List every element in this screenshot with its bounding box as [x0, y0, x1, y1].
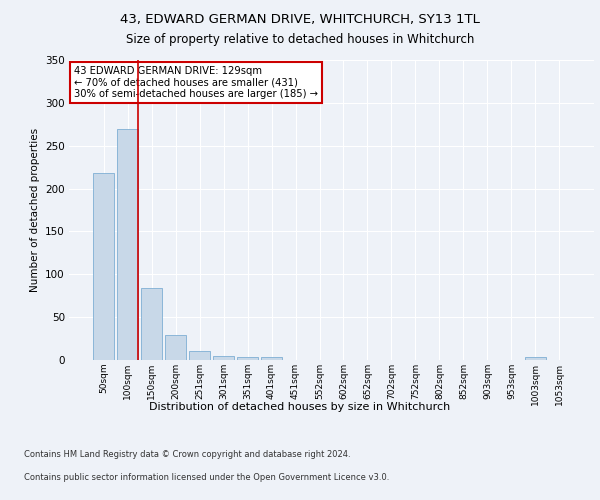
Bar: [237, 356, 259, 360]
Text: 43, EDWARD GERMAN DRIVE, WHITCHURCH, SY13 1TL: 43, EDWARD GERMAN DRIVE, WHITCHURCH, SY1…: [120, 12, 480, 26]
Bar: [165, 335, 187, 360]
Text: Contains HM Land Registry data © Crown copyright and database right 2024.: Contains HM Land Registry data © Crown c…: [24, 450, 350, 459]
Bar: [141, 288, 163, 360]
Text: 43 EDWARD GERMAN DRIVE: 129sqm
← 70% of detached houses are smaller (431)
30% of: 43 EDWARD GERMAN DRIVE: 129sqm ← 70% of …: [74, 66, 318, 99]
Bar: [261, 356, 283, 360]
Text: Contains public sector information licensed under the Open Government Licence v3: Contains public sector information licen…: [24, 472, 389, 482]
Text: Distribution of detached houses by size in Whitchurch: Distribution of detached houses by size …: [149, 402, 451, 412]
Bar: [189, 350, 211, 360]
Y-axis label: Number of detached properties: Number of detached properties: [29, 128, 40, 292]
Bar: [117, 128, 139, 360]
Text: Size of property relative to detached houses in Whitchurch: Size of property relative to detached ho…: [126, 32, 474, 46]
Bar: [524, 358, 546, 360]
Bar: [213, 356, 235, 360]
Bar: [93, 173, 115, 360]
